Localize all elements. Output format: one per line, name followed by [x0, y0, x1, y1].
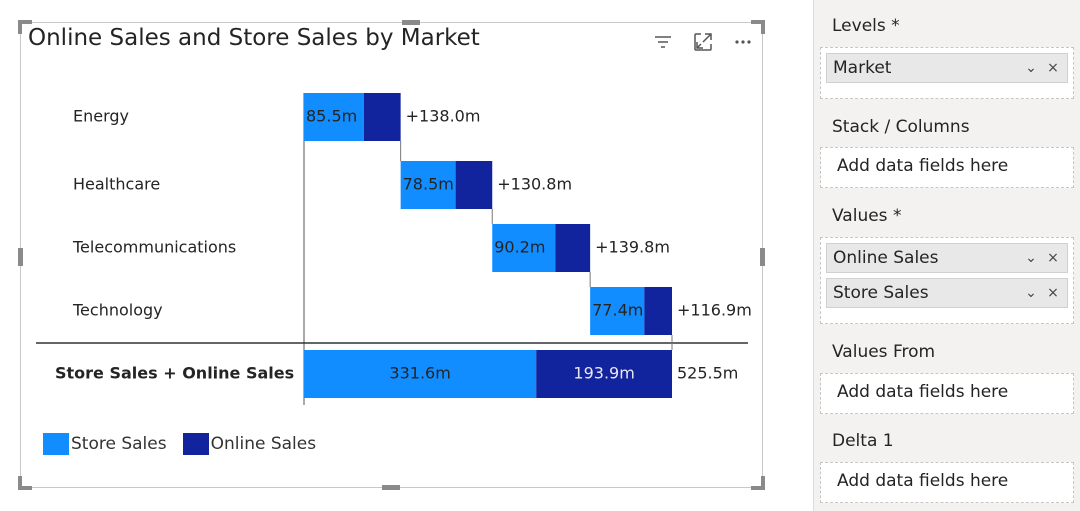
- field-pill-store-sales[interactable]: Store Sales ⌄ ×: [826, 278, 1068, 308]
- well-placeholder: Add data fields here: [837, 156, 1009, 176]
- well-label-values: Values *: [832, 206, 902, 226]
- well-values[interactable]: Online Sales ⌄ × Store Sales ⌄ ×: [820, 237, 1074, 324]
- data-label-store-sales-healthcare: 78.5m: [403, 175, 454, 194]
- bar-store-sales-energy[interactable]: [304, 93, 364, 141]
- waterfall-chart: Energy 85.5m +138.0m Healthcare 78.5m +130.8m…: [36, 93, 752, 405]
- bar-total-online-sales[interactable]: [536, 350, 672, 398]
- panel-divider: [813, 0, 814, 511]
- chevron-down-icon[interactable]: ⌄: [1025, 250, 1037, 266]
- field-pill-label: Online Sales: [833, 248, 939, 268]
- well-delta-1[interactable]: Add data fields here: [820, 462, 1074, 503]
- data-label-store-sales-technology: 77.4m: [592, 301, 643, 320]
- category-label-energy: Energy: [73, 107, 129, 126]
- category-label-telecommunications: Telecommunications: [72, 238, 236, 257]
- well-levels[interactable]: Market ⌄ ×: [820, 47, 1074, 99]
- field-pill-online-sales[interactable]: Online Sales ⌄ ×: [826, 243, 1068, 273]
- legend-swatch-store-sales: [43, 433, 69, 455]
- close-icon[interactable]: ×: [1047, 250, 1059, 266]
- resize-handle-bottom[interactable]: [382, 485, 400, 490]
- bar-total-store-sales[interactable]: [304, 350, 537, 398]
- field-pill-label: Market: [833, 58, 892, 78]
- filter-button[interactable]: [652, 31, 674, 53]
- legend-swatch-online-sales: [182, 433, 209, 455]
- resize-corner-top-right[interactable]: [751, 20, 765, 34]
- legend-item-store-sales[interactable]: Store Sales: [43, 433, 167, 455]
- close-icon[interactable]: ×: [1047, 60, 1059, 76]
- well-values-from[interactable]: Add data fields here: [820, 373, 1074, 414]
- well-placeholder: Add data fields here: [837, 382, 1009, 402]
- well-label-levels: Levels *: [832, 16, 900, 36]
- bar-online-sales-telecommunications[interactable]: [555, 224, 591, 272]
- chart-title: Online Sales and Store Sales by Market: [28, 25, 480, 51]
- delta-label-healthcare: +130.8m: [497, 175, 572, 194]
- bar-online-sales-technology[interactable]: [644, 287, 672, 335]
- data-label-total-online-sales: 193.9m: [573, 364, 634, 383]
- close-icon[interactable]: ×: [1047, 285, 1059, 301]
- bar-online-sales-healthcare[interactable]: [455, 161, 493, 209]
- total-row-label: Store Sales + Online Sales: [55, 364, 294, 383]
- legend-label-store-sales: Store Sales: [71, 434, 167, 454]
- bar-store-sales-healthcare[interactable]: [400, 161, 456, 209]
- delta-label-telecommunications: +139.8m: [595, 238, 670, 257]
- resize-corner-bottom-left[interactable]: [18, 476, 32, 490]
- waterfall-visual[interactable]: Online Sales and Store Sales by Market E…: [18, 20, 765, 490]
- well-label-delta-1: Delta 1: [832, 431, 894, 451]
- field-pill-market[interactable]: Market ⌄ ×: [826, 53, 1068, 83]
- resize-handle-top[interactable]: [402, 20, 420, 25]
- filter-icon: [655, 36, 671, 48]
- chevron-down-icon[interactable]: ⌄: [1025, 285, 1037, 301]
- well-stack-columns[interactable]: Add data fields here: [820, 147, 1074, 188]
- bar-store-sales-telecommunications[interactable]: [492, 224, 556, 272]
- focus-mode-icon: [694, 33, 712, 51]
- well-label-stack-columns: Stack / Columns: [832, 117, 970, 137]
- delta-label-technology: +116.9m: [677, 301, 752, 320]
- category-label-healthcare: Healthcare: [73, 175, 160, 194]
- field-wells-panel: Levels * Market ⌄ × Stack / Columns Add …: [814, 0, 1080, 511]
- data-label-store-sales-energy: 85.5m: [306, 107, 357, 126]
- chevron-down-icon[interactable]: ⌄: [1025, 60, 1037, 76]
- resize-handle-left[interactable]: [18, 248, 23, 266]
- well-label-values-from: Values From: [832, 342, 936, 362]
- bar-store-sales-technology[interactable]: [590, 287, 645, 335]
- well-placeholder: Add data fields here: [837, 471, 1009, 491]
- resize-corner-bottom-right[interactable]: [751, 476, 765, 490]
- field-pill-label: Store Sales: [833, 283, 929, 303]
- focus-mode-button[interactable]: [692, 31, 714, 53]
- data-label-total-value: 525.5m: [677, 364, 738, 383]
- more-options-icon: [735, 40, 751, 44]
- legend-item-online-sales[interactable]: Online Sales: [182, 433, 317, 455]
- delta-label-energy: +138.0m: [406, 107, 481, 126]
- category-label-technology: Technology: [72, 301, 163, 320]
- data-label-total-store-sales: 331.6m: [389, 364, 450, 383]
- more-options-button[interactable]: [732, 31, 754, 53]
- resize-handle-right[interactable]: [760, 248, 765, 266]
- legend-label-online-sales: Online Sales: [210, 434, 317, 454]
- data-label-store-sales-telecommunications: 90.2m: [494, 238, 545, 257]
- legend: Store Sales Online Sales: [43, 433, 316, 455]
- bar-online-sales-energy[interactable]: [363, 93, 401, 141]
- visual-toolbar: [652, 31, 754, 53]
- resize-corner-top-left[interactable]: [18, 20, 32, 34]
